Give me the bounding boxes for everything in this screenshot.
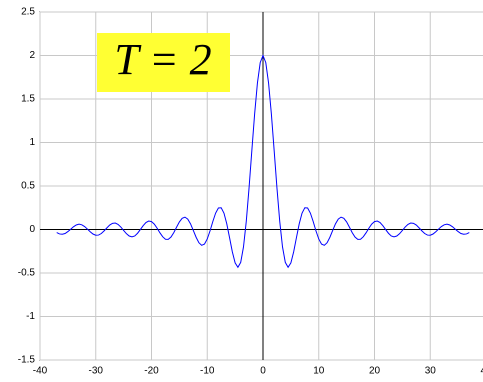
y-tick-label: -0.5 <box>18 268 36 279</box>
y-tick-label: 2 <box>29 50 35 61</box>
y-tick-label: -1 <box>26 311 35 322</box>
y-tick-label: -1.5 <box>18 355 36 366</box>
annotation-box <box>97 33 230 92</box>
x-tick-label: 0 <box>260 366 266 377</box>
y-tick-label: 0.5 <box>21 181 35 192</box>
y-tick-label: 1 <box>29 137 35 148</box>
annotation: T = 2 <box>114 35 211 84</box>
line <box>56 54 470 269</box>
x-tick-label: 30 <box>425 366 437 377</box>
y-tick-label: 1.5 <box>21 94 35 105</box>
y-tick-label: 2.5 <box>21 7 35 18</box>
x-tick-label: -40 <box>33 366 48 377</box>
x-tick-label: -30 <box>89 366 104 377</box>
x-tick-label: 40 <box>480 366 483 377</box>
y-tick-label: 0 <box>29 224 35 235</box>
x-tick-label: -10 <box>200 366 215 377</box>
x-tick-label: 10 <box>313 366 325 377</box>
x-tick-label: -20 <box>144 366 159 377</box>
x-tick-label: 20 <box>369 366 381 377</box>
